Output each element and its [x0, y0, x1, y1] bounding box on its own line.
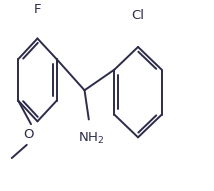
Text: O: O: [24, 128, 34, 141]
Text: Cl: Cl: [132, 9, 144, 22]
Text: F: F: [34, 3, 41, 16]
Text: NH$_2$: NH$_2$: [78, 131, 104, 146]
